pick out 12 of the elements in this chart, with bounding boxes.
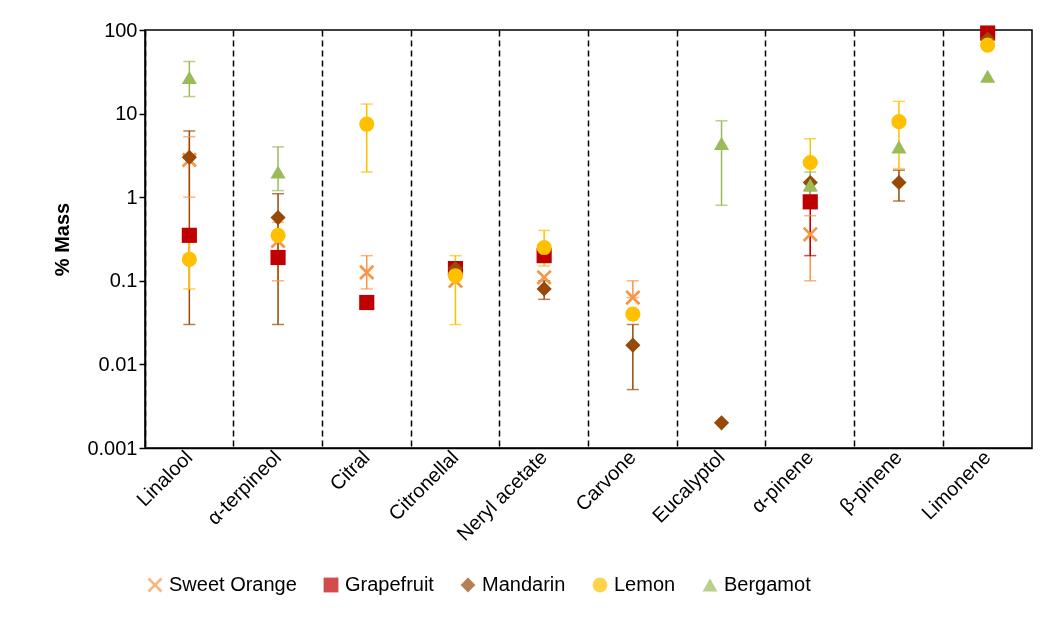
y-tick-label: 0.1 bbox=[109, 269, 138, 292]
y-tick-label: 0.001 bbox=[87, 436, 138, 459]
legend-label: Bergamot bbox=[724, 573, 812, 595]
y-tick-label: 100 bbox=[104, 18, 138, 41]
legend-label: Mandarin bbox=[482, 573, 566, 595]
y-axis-title: % Mass bbox=[51, 202, 74, 277]
legend-label: Lemon bbox=[614, 573, 676, 595]
y-tick-label: 10 bbox=[115, 102, 138, 125]
y-tick-label: 1 bbox=[126, 185, 138, 208]
legend-label: Grapefruit bbox=[345, 573, 435, 595]
y-tick-label: 0.01 bbox=[98, 352, 138, 375]
legend-label: Sweet Orange bbox=[169, 573, 297, 595]
